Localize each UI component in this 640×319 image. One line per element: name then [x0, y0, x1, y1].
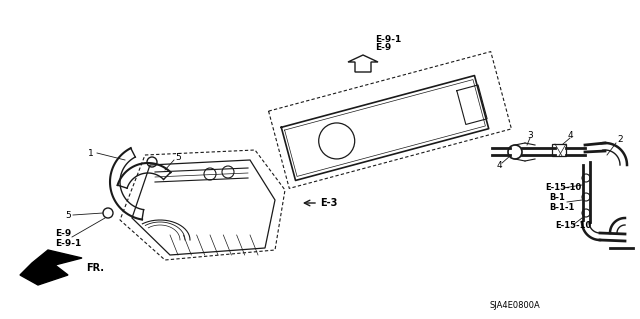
Text: SJA4E0800A: SJA4E0800A	[490, 300, 541, 309]
Polygon shape	[20, 250, 82, 285]
Text: B-1-1: B-1-1	[549, 203, 574, 211]
Text: 4: 4	[497, 160, 502, 169]
Text: E-3: E-3	[320, 198, 337, 208]
Text: 5: 5	[175, 152, 180, 161]
Text: E-9: E-9	[375, 42, 391, 51]
Text: FR.: FR.	[86, 263, 104, 273]
Text: 1: 1	[88, 149, 93, 158]
Text: B-1: B-1	[549, 194, 565, 203]
Text: 4: 4	[568, 130, 573, 139]
Text: E-15-10: E-15-10	[545, 183, 581, 192]
Text: 3: 3	[527, 130, 532, 139]
Bar	[552, 144, 566, 156]
Text: 5: 5	[65, 211, 71, 219]
Text: E-9-1: E-9-1	[55, 239, 81, 248]
Text: 2: 2	[617, 136, 623, 145]
Text: E-9-1: E-9-1	[375, 34, 401, 43]
Text: E-15-10: E-15-10	[555, 220, 591, 229]
Text: E-9: E-9	[55, 229, 71, 239]
